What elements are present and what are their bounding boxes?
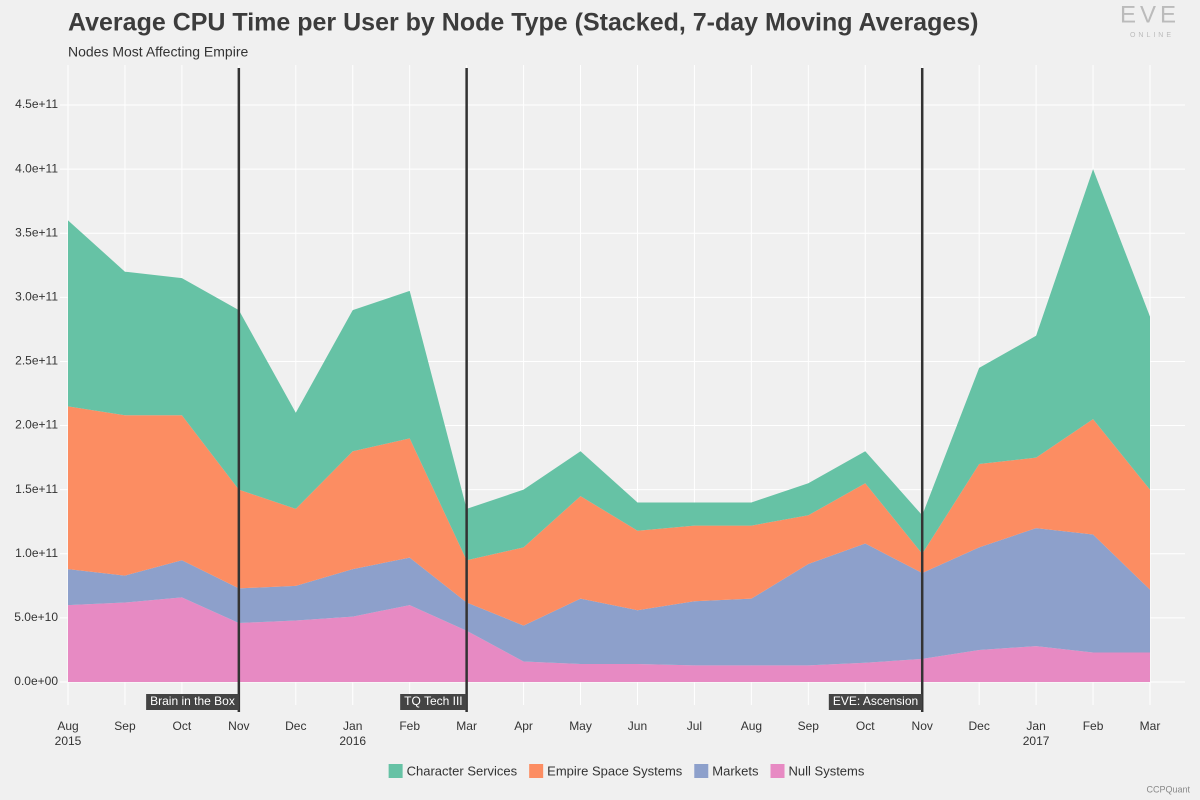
y-tick-label: 3.5e+11: [15, 225, 58, 239]
x-tick-label: Jan: [343, 719, 362, 733]
legend-swatch: [694, 764, 709, 778]
area: [68, 528, 1150, 666]
annotation-box: [400, 694, 467, 710]
legend-label: Empire Space Systems: [547, 763, 683, 778]
x-tick-label: Dec: [285, 719, 306, 733]
x-tick-label: Aug: [57, 719, 78, 733]
logo: EVE: [1120, 1, 1180, 28]
annotation-label: Brain in the Box: [150, 694, 235, 708]
legend-label: Markets: [712, 763, 759, 778]
x-tick-label: Apr: [514, 719, 533, 733]
x-tick-label: Jan: [1026, 719, 1045, 733]
y-tick-label: 3.0e+11: [15, 290, 58, 304]
y-tick-label: 2.0e+11: [15, 418, 58, 432]
legend-swatch: [388, 764, 403, 778]
y-tick-label: 0.0e+00: [14, 674, 58, 688]
credit: CCPQuant: [1146, 784, 1190, 794]
annotation: EVE: Ascension: [828, 694, 923, 710]
legend: Character Services Empire Space Systems Ma…: [388, 763, 865, 778]
x-tick-label: May: [569, 719, 592, 733]
area: [68, 597, 1150, 682]
x-tick-label: Mar: [1140, 719, 1161, 733]
y-tick-label: 4.0e+11: [15, 161, 58, 175]
x-tick-label: Nov: [228, 719, 249, 733]
x-tick-label: Mar: [456, 719, 477, 733]
x-tick-label: Jul: [687, 719, 702, 733]
y-tick-label: 1.0e+11: [15, 546, 58, 560]
y-tick-label: 5.0e+10: [14, 610, 58, 624]
area: [68, 169, 1150, 561]
x-tick-label: Jun: [628, 719, 647, 733]
annotation-label: EVE: Ascension: [833, 694, 918, 708]
annotation-box: [146, 694, 239, 710]
chart-title: Average CPU Time per User by Node Type (…: [68, 9, 979, 37]
annotation: TQ Tech III: [400, 694, 467, 710]
legend-label: Null Systems: [789, 763, 865, 778]
x-tick-label: Nov: [912, 719, 933, 733]
chart-subtitle: Nodes Most Affecting Empire: [68, 44, 248, 60]
annotation: Brain in the Box: [146, 694, 239, 710]
y-tick-label: 4.5e+11: [15, 97, 58, 111]
x-tick-label: Sep: [114, 719, 136, 733]
area: [68, 406, 1150, 626]
x-tick-label: Dec: [968, 719, 989, 733]
annotation-label: TQ Tech III: [404, 694, 462, 708]
x-tick-label: Oct: [856, 719, 875, 733]
y-tick-label: 2.5e+11: [15, 354, 58, 368]
x-tick-year: 2015: [55, 734, 82, 748]
x-tick-label: Feb: [399, 719, 420, 733]
x-tick-year: 2017: [1023, 734, 1050, 748]
x-tick-label: Oct: [173, 719, 192, 733]
annotation-box: [828, 694, 923, 710]
x-tick-label: Sep: [798, 719, 820, 733]
x-tick-label: Aug: [741, 719, 762, 733]
x-tick-label: Feb: [1083, 719, 1104, 733]
y-tick-label: 1.5e+11: [15, 482, 58, 496]
x-tick-year: 2016: [339, 734, 366, 748]
legend-swatch: [529, 764, 544, 778]
legend-swatch: [770, 764, 785, 778]
logo-sub: ONLINE: [1130, 32, 1174, 39]
legend-label: Character Services: [407, 763, 518, 778]
